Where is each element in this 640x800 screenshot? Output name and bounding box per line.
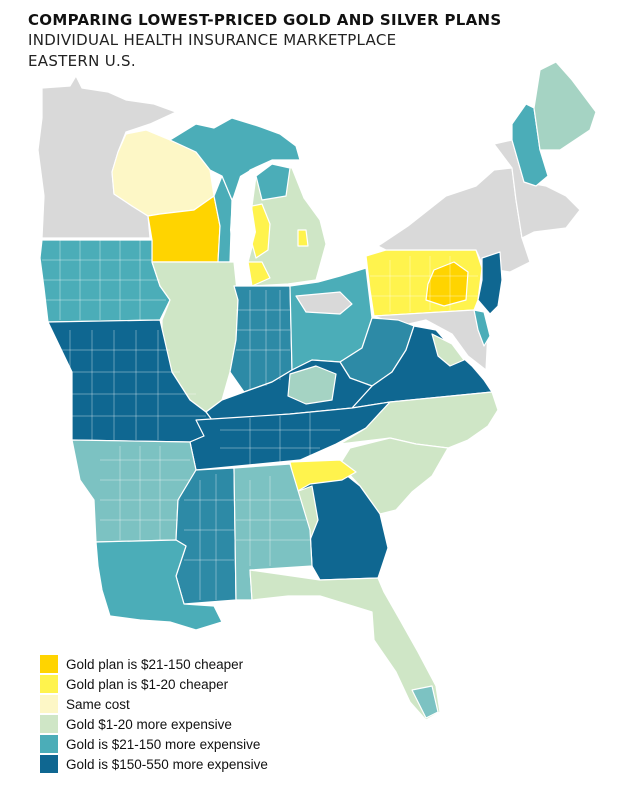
page-title: COMPARING LOWEST-PRICED GOLD AND SILVER … <box>28 11 502 29</box>
legend-swatch <box>40 695 58 713</box>
subtitle-region: EASTERN U.S. <box>28 52 136 70</box>
lake-michigan <box>230 170 256 262</box>
subtitle-marketplace: INDIVIDUAL HEALTH INSURANCE MARKETPLACE <box>28 31 397 49</box>
legend-swatch <box>40 675 58 693</box>
state-louisiana <box>95 539 223 631</box>
legend-label: Gold plan is $1-20 cheaper <box>66 676 229 692</box>
state-tennessee <box>189 401 391 471</box>
state-mississippi <box>175 467 237 605</box>
state-new-jersey <box>477 251 503 315</box>
legend-label: Gold $1-20 more expensive <box>66 716 232 732</box>
state-new-hampshire <box>511 103 549 187</box>
legend-item-same-cost: Same cost <box>40 694 268 714</box>
state-florida-teal <box>411 685 439 719</box>
state-michigan-yellow-2 <box>247 261 271 287</box>
legend-swatch <box>40 655 58 673</box>
state-kentucky-central <box>287 365 337 405</box>
legend-swatch <box>40 735 58 753</box>
county-lines <box>42 240 478 600</box>
state-virginia <box>351 325 493 409</box>
legend-item-gold-more-21-150: Gold is $21-150 more expensive <box>40 734 268 754</box>
state-delaware <box>473 309 491 347</box>
state-michigan-teal <box>255 163 291 201</box>
legend-swatch <box>40 715 58 733</box>
legend-label: Gold is $21-150 more expensive <box>66 736 261 752</box>
legend-item-gold-cheaper-1-20: Gold plan is $1-20 cheaper <box>40 674 268 694</box>
legend-swatch <box>40 755 58 773</box>
legend-item-gold-more-150-550: Gold is $150-550 more expensive <box>40 754 268 774</box>
legend-label: Gold is $150-550 more expensive <box>66 756 268 772</box>
legend-item-gold-more-1-20: Gold $1-20 more expensive <box>40 714 268 734</box>
state-alabama <box>233 463 313 601</box>
state-michigan-yellow-3 <box>297 229 309 247</box>
legend-label: Gold plan is $21-150 cheaper <box>66 656 244 672</box>
legend: Gold plan is $21-150 cheaper Gold plan i… <box>40 654 268 774</box>
legend-label: Same cost <box>66 696 130 712</box>
state-florida <box>249 569 441 721</box>
header: COMPARING LOWEST-PRICED GOLD AND SILVER … <box>28 10 501 72</box>
state-virginia-light <box>431 333 465 367</box>
legend-item-gold-cheaper-21-150: Gold plan is $21-150 cheaper <box>40 654 268 674</box>
state-michigan-up <box>169 117 301 201</box>
state-iowa <box>39 239 171 323</box>
state-pennsylvania-gold <box>425 261 469 307</box>
state-maine <box>533 61 597 151</box>
state-ohio-nodata <box>295 291 353 315</box>
